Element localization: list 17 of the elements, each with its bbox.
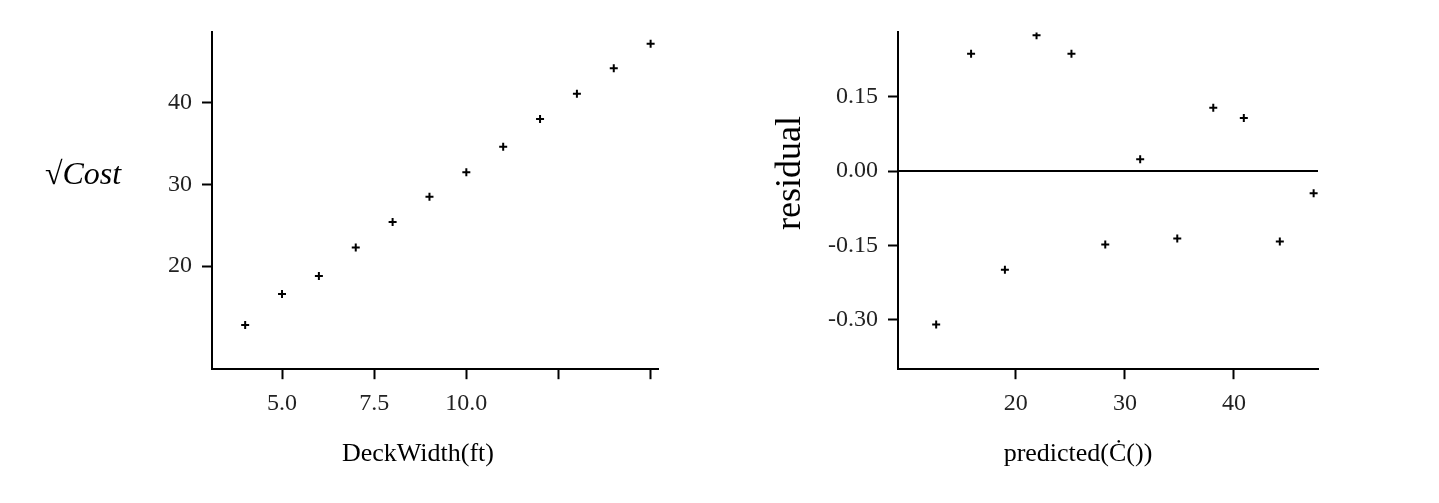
y-tick-label: -0.30 — [827, 304, 878, 331]
y-tick-label: 0.15 — [835, 82, 878, 109]
x-axis-title: predicted(Ċ()) — [1003, 438, 1153, 468]
x-tick-label: 20 — [1003, 388, 1028, 415]
x-tick-label: 40 — [1222, 388, 1246, 415]
x-tick-label: 5.0 — [267, 388, 298, 415]
y-axis-title: √Cost — [44, 154, 122, 192]
y-tick-label: 0.00 — [835, 156, 878, 183]
y-tick-label: -0.15 — [827, 230, 878, 257]
y-tick-label: 30 — [168, 169, 192, 196]
y-tick-label: 20 — [168, 251, 192, 278]
y-axis-title: residual — [767, 116, 809, 230]
x-axis-title: DeckWidth(ft) — [341, 438, 494, 468]
x-tick-label: 10.0 — [445, 388, 488, 415]
x-tick-label: 7.5 — [359, 388, 390, 415]
y-tick-label: 40 — [168, 88, 192, 114]
x-tick-label: 30 — [1112, 388, 1137, 415]
